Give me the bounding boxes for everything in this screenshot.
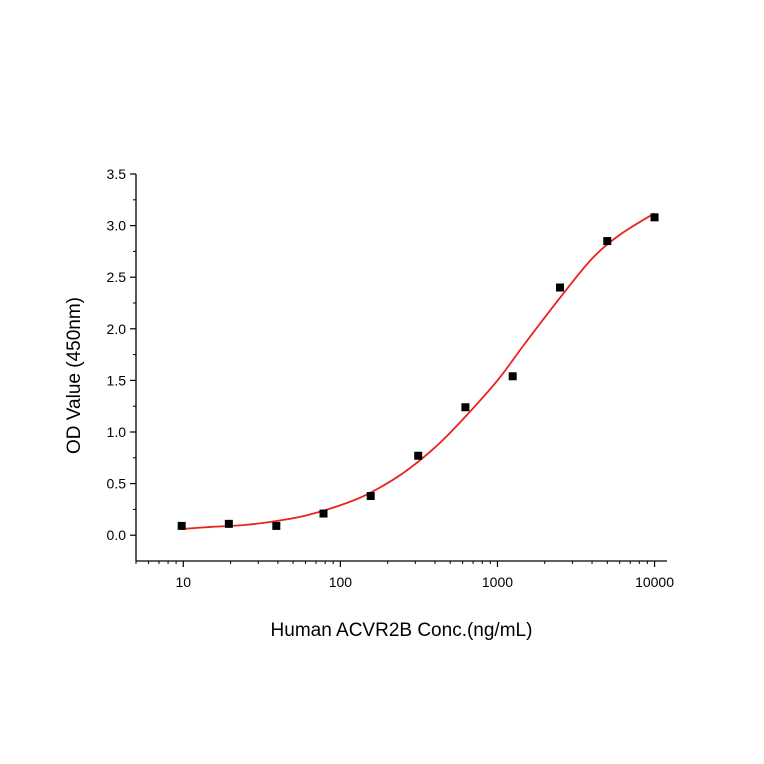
x-tick-label: 10: [175, 574, 191, 590]
fit-curve: [181, 212, 656, 530]
y-tick-label: 1.0: [107, 424, 127, 440]
y-axis-title: OD Value (450nm): [64, 297, 85, 454]
data-point: [366, 491, 375, 500]
y-axis-ticks: 0.0 0.5 1.0 1.5 2.0 2.5 3.0 3.5: [107, 166, 136, 543]
x-tick-label: 1000: [482, 574, 513, 590]
data-point: [650, 213, 659, 222]
data-point: [555, 283, 564, 292]
y-tick-label: 0.5: [107, 476, 127, 492]
data-point: [414, 451, 423, 460]
data-point: [461, 403, 470, 412]
y-tick-label: 3.0: [107, 218, 127, 234]
y-tick-label: 2.0: [107, 321, 127, 337]
x-axis-ticks: 10 100 1000 10000: [135, 561, 674, 590]
data-point: [224, 519, 233, 528]
data-point: [272, 521, 281, 530]
x-axis-title: Human ACVR2B Conc.(ng/mL): [271, 620, 533, 641]
y-tick-label: 3.5: [107, 166, 127, 182]
data-point: [603, 237, 612, 246]
data-point: [508, 372, 517, 381]
x-tick-label: 100: [329, 574, 353, 590]
axes: [135, 174, 667, 562]
data-point: [319, 509, 328, 518]
y-tick-label: 0.0: [107, 527, 127, 543]
x-tick-label: 10000: [635, 574, 674, 590]
y-tick-label: 2.5: [107, 269, 127, 285]
y-tick-label: 1.5: [107, 372, 127, 388]
fit-curve-layer: [181, 212, 656, 530]
data-point: [177, 521, 186, 530]
data-points-layer: [177, 213, 659, 530]
